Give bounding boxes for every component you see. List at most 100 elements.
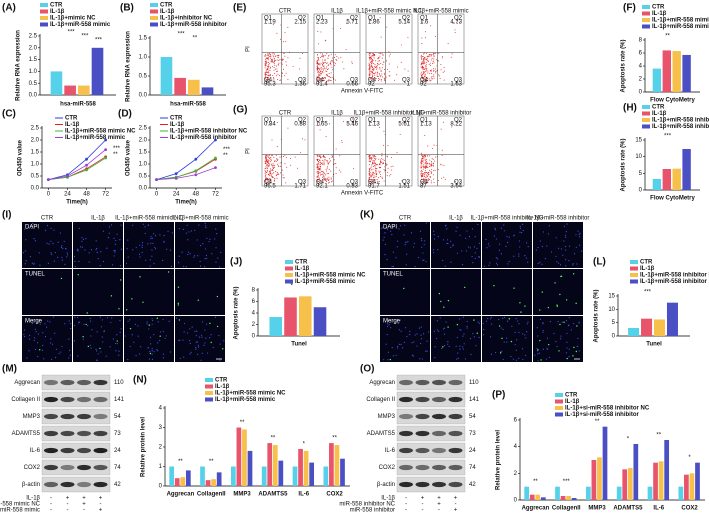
event-dot (323, 61, 325, 63)
event-dot (342, 121, 344, 123)
event-dot (423, 52, 425, 54)
nucleus (119, 239, 121, 241)
blot-strip (41, 459, 111, 476)
legend-label: IL-1β+miR-558 inhibitor (170, 135, 238, 141)
event-dot (373, 66, 375, 68)
y-axis-label: OD450 value (18, 139, 24, 176)
nucleus (83, 323, 85, 325)
treatment-mark: - (83, 508, 85, 514)
quadrant-name: Q4 (368, 78, 377, 84)
event-dot (324, 173, 326, 175)
event-dot (318, 78, 320, 80)
nucleus (542, 322, 544, 324)
nucleus (90, 347, 92, 349)
event-dot (432, 158, 434, 160)
nucleus (106, 247, 108, 249)
nucleus (197, 346, 200, 348)
event-dot (379, 171, 381, 173)
panel-label: (P) (492, 390, 505, 401)
event-dot (441, 164, 443, 166)
nucleus (96, 359, 98, 361)
event-dot (279, 58, 281, 60)
nucleus (447, 343, 449, 345)
event-dot (272, 24, 274, 26)
blot-strip (396, 374, 466, 391)
event-dot (371, 76, 373, 78)
event-dot (322, 80, 324, 82)
nucleus (567, 325, 570, 327)
treatment-mark: - (405, 496, 407, 502)
blot-band (93, 430, 108, 437)
nucleus (106, 317, 109, 319)
legend-label: CTR (160, 3, 173, 9)
nucleus (557, 320, 559, 323)
kda: 54 (469, 414, 476, 420)
event-dot (368, 173, 370, 175)
event-dot (351, 63, 353, 65)
plot-title: IL1β (331, 111, 343, 117)
nucleus (498, 318, 500, 321)
event-dot (317, 173, 319, 175)
nucleus (565, 236, 567, 238)
event-dot (318, 71, 320, 73)
nucleus (118, 350, 120, 352)
tunel-positive (389, 358, 392, 361)
event-dot (382, 162, 384, 164)
nucleus (547, 233, 550, 235)
event-dot (266, 54, 268, 56)
event-dot (450, 56, 452, 58)
event-dot (391, 169, 393, 171)
event-dot (423, 59, 425, 61)
event-dot (333, 159, 335, 161)
event-dot (371, 62, 373, 64)
event-dot (265, 76, 267, 78)
nucleus (524, 254, 526, 257)
event-dot (368, 69, 370, 71)
event-dot (276, 32, 278, 34)
plot-title: IL1β+miR-558 inhibitor NC (354, 111, 426, 117)
nucleus (214, 238, 216, 240)
event-dot (317, 77, 319, 79)
nucleus (506, 337, 508, 339)
event-dot (370, 166, 372, 168)
event-dot (427, 77, 429, 79)
significance: *** (664, 134, 672, 140)
nucleus (46, 242, 48, 244)
event-dot (277, 73, 279, 75)
event-dot (421, 58, 423, 60)
event-dot (335, 167, 337, 169)
nucleus (151, 237, 153, 239)
event-dot (320, 166, 322, 168)
micrograph (431, 222, 481, 268)
nucleus (466, 230, 468, 232)
nucleus (89, 320, 92, 322)
nucleus (476, 247, 478, 249)
nucleus (118, 354, 120, 356)
nucleus (466, 327, 468, 329)
event-dot (319, 161, 321, 163)
event-dot (280, 79, 282, 81)
event-dot (331, 69, 333, 71)
event-dot (426, 59, 428, 61)
tunel-positive (520, 311, 522, 313)
nucleus (85, 238, 87, 240)
treatment-mark: + (99, 496, 103, 502)
nucleus (565, 352, 568, 354)
micrograph (533, 269, 583, 315)
event-dot (269, 175, 271, 177)
nucleus (150, 242, 152, 244)
treatment-name: IL-1β (26, 496, 40, 502)
event-dot (420, 73, 422, 75)
nucleus (219, 359, 221, 361)
event-dot (287, 127, 289, 129)
plot-frame (261, 115, 309, 187)
event-dot (269, 171, 271, 173)
legend-label: IL-1β (652, 11, 667, 17)
event-dot (421, 165, 423, 167)
nucleus (522, 333, 524, 335)
event-dot (316, 77, 318, 79)
event-dot (321, 176, 323, 178)
event-dot (383, 130, 385, 132)
event-dot (273, 79, 275, 81)
nucleus (433, 251, 435, 254)
